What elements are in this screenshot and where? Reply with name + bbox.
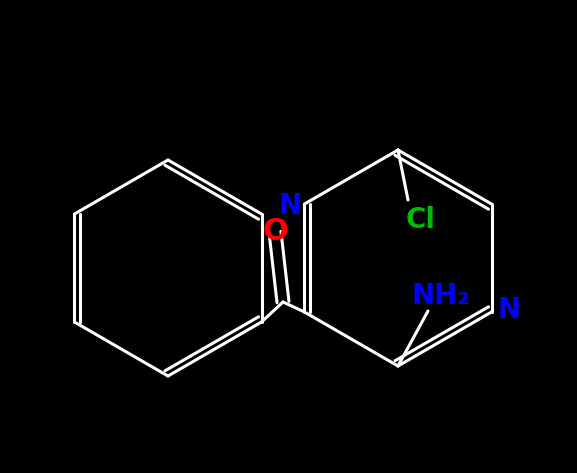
Text: NH₂: NH₂	[412, 282, 470, 310]
Text: O: O	[262, 218, 288, 246]
Text: N: N	[498, 296, 521, 324]
Text: Cl: Cl	[406, 206, 436, 234]
Text: N: N	[279, 192, 302, 220]
